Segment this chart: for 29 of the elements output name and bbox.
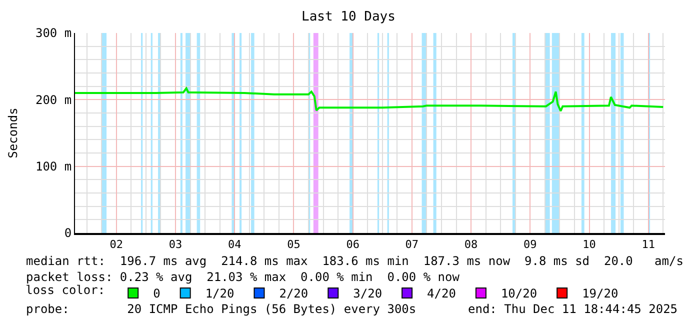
- text: packet loss: 0.23 % avg 21.03 % max 0.00 % min 0.00 % now: [26, 270, 460, 284]
- x-tick-label: 10: [582, 238, 596, 252]
- x-tick-label: 05: [287, 238, 300, 252]
- x-tick-label: 08: [464, 238, 478, 252]
- legend-label: 4/20: [427, 286, 456, 301]
- x-tick-label: 03: [168, 238, 182, 252]
- text: probe: 20 ICMP Echo Pings (56 Bytes) every 300s: [26, 302, 416, 316]
- y-tick-label: 100 m: [35, 160, 72, 174]
- legend-label: 0: [153, 286, 160, 301]
- legend-title: loss color:: [26, 283, 106, 298]
- text: end: Thu Dec 11 18:44:45 2025: [468, 302, 678, 316]
- y-tick-label: 300 m: [35, 26, 72, 40]
- x-tick-label: 11: [642, 238, 656, 252]
- legend-label: 19/20: [582, 286, 618, 301]
- text: median rtt: 196.7 ms avg 214.8 ms max 183.6 ms min 187.3 ms now 9.8 ms sd 20.0 am/s: [26, 254, 684, 268]
- x-tick-label: 04: [228, 238, 242, 252]
- legend-label: 10/20: [500, 286, 538, 301]
- y-tick-label: 200 m: [35, 92, 72, 107]
- x-tick-label: 07: [405, 238, 419, 252]
- line-series: [75, 87, 664, 112]
- x-tick-label: 06: [346, 238, 360, 252]
- legend-label: 1/20: [205, 286, 234, 301]
- legend-label: 2/20: [279, 286, 308, 301]
- chart-title: Last 10 Days: [302, 10, 396, 25]
- x-tick-label: 02: [110, 238, 124, 252]
- y-tick-label: 0: [64, 226, 72, 240]
- y-axis-title: Seconds: [6, 108, 20, 158]
- legend-label: 3/20: [353, 286, 382, 301]
- x-tick-label: 09: [524, 238, 537, 252]
